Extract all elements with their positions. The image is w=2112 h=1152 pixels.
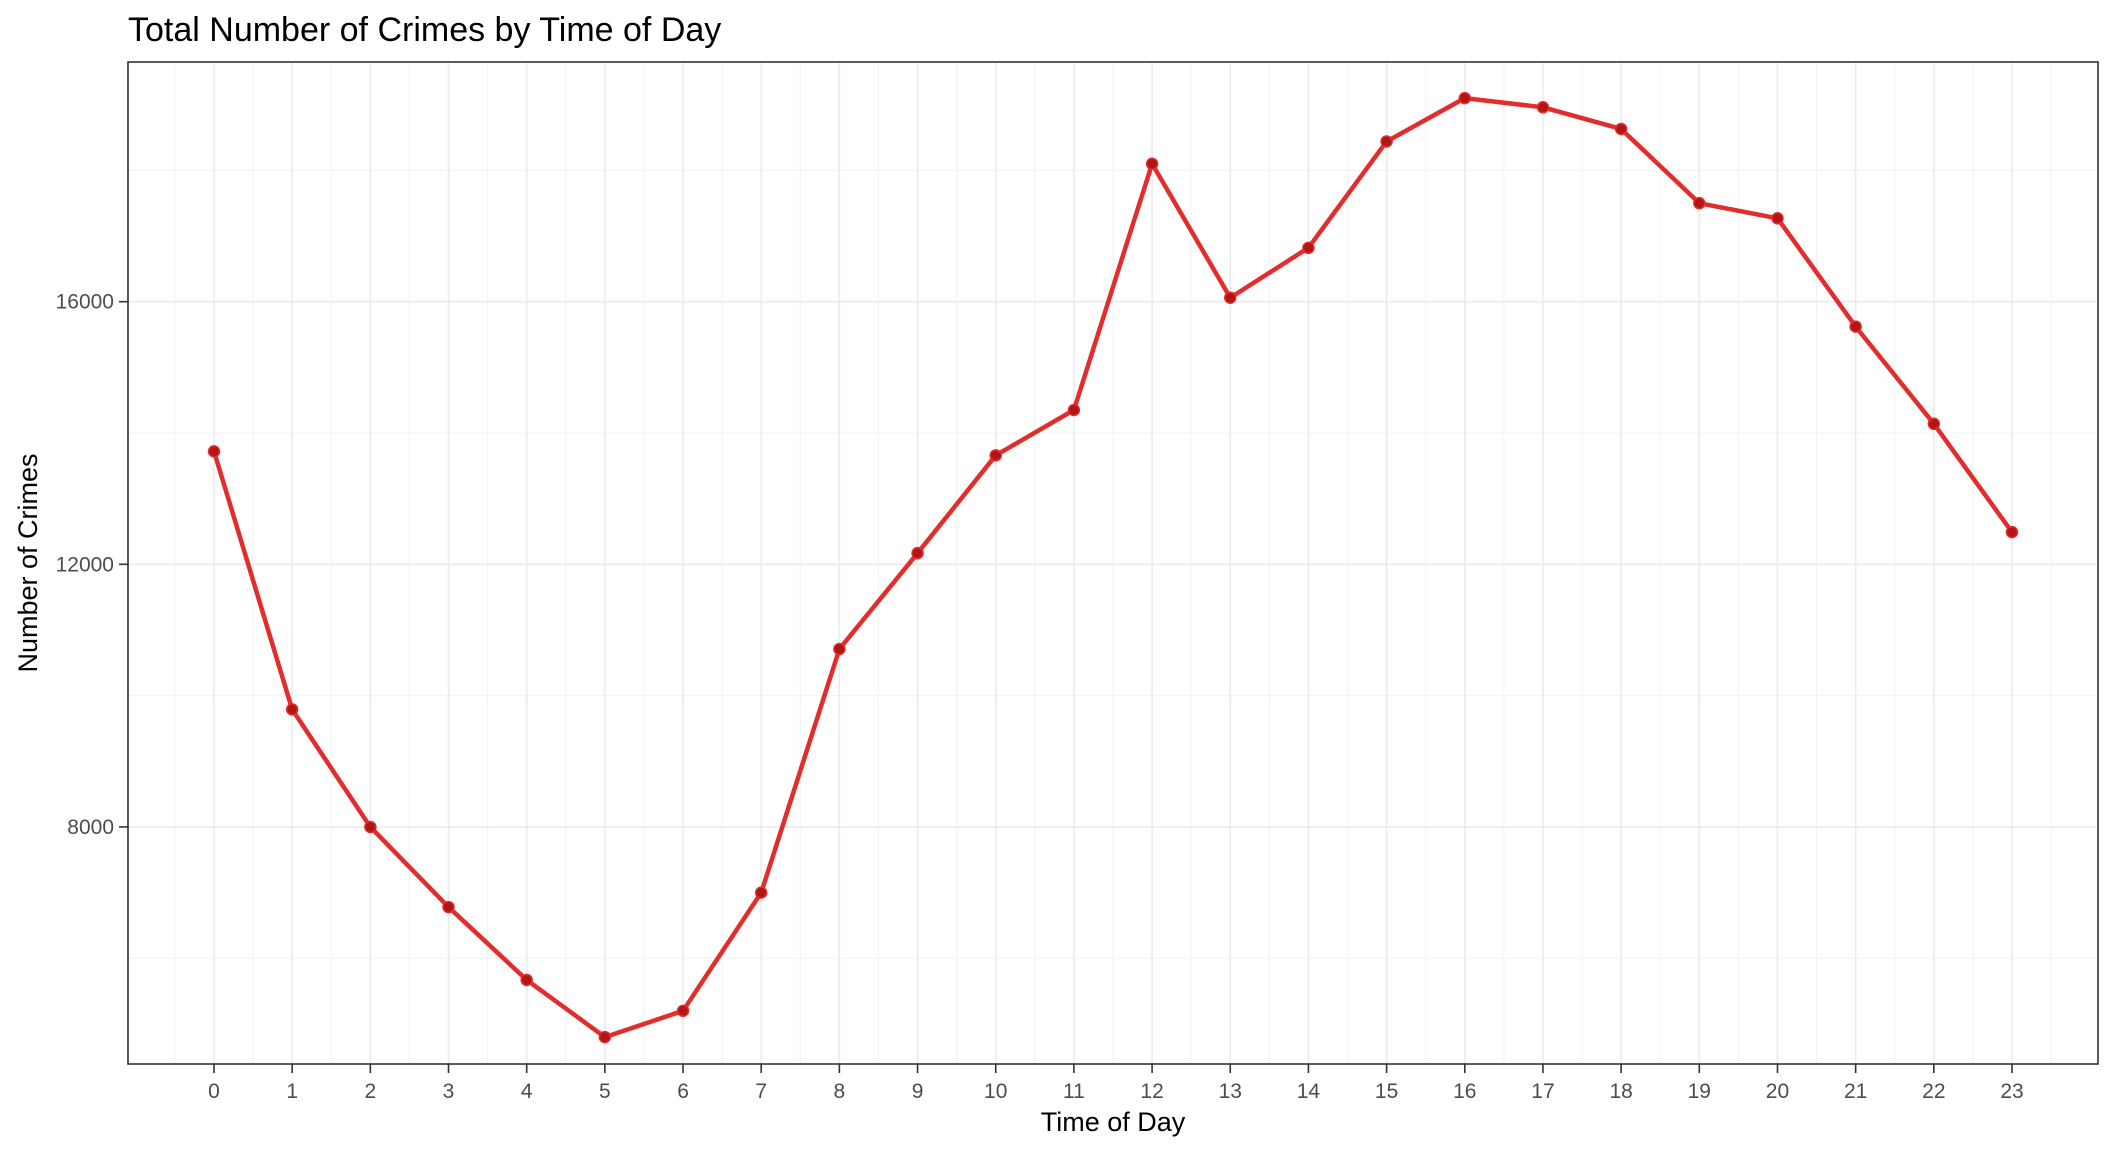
data-point (754, 886, 768, 899)
data-point (1614, 122, 1628, 136)
data-point (1771, 212, 1784, 225)
x-tick-label: 14 (1297, 1080, 1321, 1103)
x-axis-title: Time of Day (1041, 1107, 1186, 1137)
x-tick-label: 19 (1688, 1080, 1711, 1103)
x-tick-label: 18 (1609, 1080, 1632, 1103)
y-axis-title: Number of Crimes (13, 453, 43, 672)
x-tick-label: 15 (1375, 1080, 1398, 1103)
minor-gridlines (128, 62, 2098, 1064)
x-tick-label: 10 (984, 1080, 1007, 1103)
data-point (989, 449, 1002, 462)
data-point (833, 642, 846, 656)
x-tick-label: 16 (1453, 1080, 1476, 1103)
series-layer (207, 91, 2019, 1044)
data-point (1380, 135, 1393, 148)
data-point (676, 1004, 690, 1018)
data-point (1302, 241, 1315, 255)
y-tick-label: 8000 (67, 816, 114, 839)
data-point (520, 973, 533, 987)
y-tick-label: 12000 (56, 553, 114, 576)
x-tick-label: 12 (1140, 1080, 1163, 1103)
x-tick-label: 13 (1219, 1080, 1242, 1103)
data-point (1458, 91, 1472, 105)
data-point (1067, 403, 1081, 417)
data-point (1849, 320, 1862, 333)
x-tick-label: 2 (364, 1080, 376, 1103)
major-gridlines (128, 62, 2098, 1064)
chart-title: Total Number of Crimes by Time of Day (128, 11, 721, 49)
x-tick-label: 23 (2000, 1080, 2023, 1103)
data-point (207, 445, 221, 458)
x-tick-label: 5 (599, 1080, 611, 1103)
data-point (1536, 101, 1550, 114)
x-tick-label: 1 (286, 1080, 298, 1103)
data-point (2005, 525, 2019, 539)
axes-layer: 0 1 2 3 4 5 6 7 8 9 10 11 12 13 14 15 16 17 18 19 20 21 22 2380… (56, 291, 2024, 1103)
data-point (285, 703, 299, 716)
data-point (911, 546, 924, 560)
data-point (364, 820, 377, 834)
x-tick-label: 3 (443, 1080, 455, 1103)
data-point (1927, 417, 1941, 431)
x-tick-label: 7 (755, 1080, 767, 1103)
x-tick-label: 9 (912, 1080, 924, 1103)
x-tick-label: 8 (834, 1080, 846, 1103)
series-line (211, 95, 2015, 1040)
data-point (442, 900, 455, 914)
x-tick-label: 4 (521, 1080, 533, 1103)
y-tick-label: 16000 (56, 291, 114, 314)
x-tick-label: 6 (677, 1080, 689, 1103)
x-tick-label: 0 (208, 1080, 220, 1103)
data-point (1224, 291, 1237, 304)
x-tick-label: 20 (1766, 1080, 1789, 1103)
x-tick-label: 21 (1844, 1080, 1867, 1103)
x-tick-label: 11 (1063, 1080, 1085, 1103)
data-point (1145, 157, 1159, 171)
data-point (598, 1030, 612, 1044)
data-point (1693, 196, 1706, 210)
panel-border (127, 61, 2099, 1065)
x-tick-label: 17 (1531, 1080, 1554, 1103)
x-tick-label: 22 (1922, 1080, 1945, 1103)
